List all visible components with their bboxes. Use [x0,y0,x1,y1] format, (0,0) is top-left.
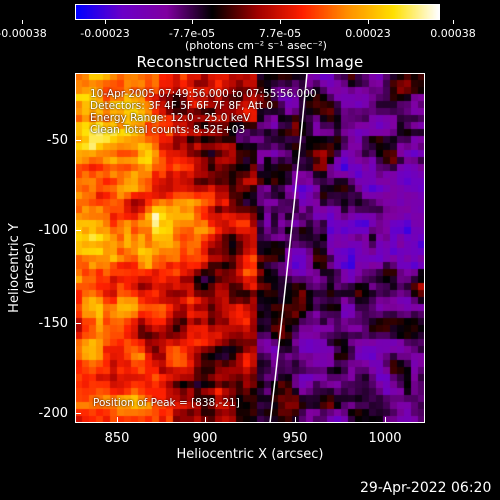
colorbar-tick-label: -0.00023 [80,27,130,40]
x-tick-label: 850 [104,431,130,446]
colorbar-tick [192,20,193,24]
x-tick [385,417,386,423]
annotation-energy: Energy Range: 12.0 - 25.0 keV [90,112,251,124]
annotation-clean: Clean Total counts: 8.52E+03 [90,124,246,136]
colorbar-units: (photons cm⁻² s⁻¹ asec⁻²) [185,39,327,52]
colorbar-tick [368,20,369,24]
y-axis-label: Heliocentric Y (arcsec) [7,223,37,313]
x-tick-label: 1000 [368,431,402,446]
y-tick [75,230,81,231]
y-tick-label: -200 [38,406,68,421]
colorbar-tick [22,20,23,24]
x-axis-label: Heliocentric X (arcsec) [176,447,324,462]
colorbar-tick [105,20,106,24]
x-tick [205,417,206,423]
plot-title: Reconstructed RHESSI Image [136,53,364,71]
y-tick-label: -100 [38,223,68,238]
colorbar-tick-label: -7.7e-05 [168,27,216,40]
colorbar [75,4,440,20]
colorbar-tick [453,20,454,24]
y-tick [75,323,81,324]
x-tick-label: 950 [282,431,308,446]
annotation-detectors: Detectors: 3F 4F 5F 6F 7F 8F, Att 0 [90,100,274,112]
y-tick [75,140,81,141]
limb-curve [269,73,308,423]
annotation-time: 10-Apr-2005 07:49:56.000 to 07:55:56.000 [90,88,317,100]
solar-limb [269,73,308,423]
colorbar-tick-label: 7.7e-05 [258,27,302,40]
colorbar-tick-label: 0.00038 [430,27,476,40]
annotation-peak: Position of Peak = [838,-21] [93,397,240,409]
y-tick-label: -50 [46,133,68,148]
colorbar-tick [280,20,281,24]
x-tick [117,417,118,423]
colorbar-tick-label: -0.00038 [0,27,47,40]
timestamp: 29-Apr-2022 06:20 [360,480,492,496]
x-tick [295,417,296,423]
rhessi-image [75,73,425,423]
y-tick [75,413,81,414]
y-tick-label: -150 [38,316,68,331]
x-tick-label: 900 [192,431,218,446]
colorbar-tick-label: 0.00023 [345,27,391,40]
